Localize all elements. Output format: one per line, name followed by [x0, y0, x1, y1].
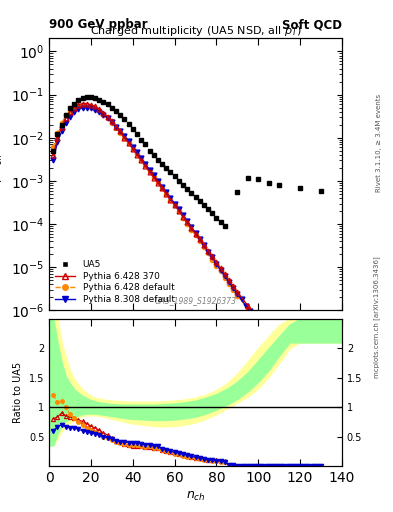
X-axis label: $n_{ch}$: $n_{ch}$ — [185, 490, 206, 503]
Text: 900 GeV ppbar: 900 GeV ppbar — [49, 18, 148, 31]
Y-axis label: $d\sigma/dn_{ch}$: $d\sigma/dn_{ch}$ — [0, 153, 5, 196]
Y-axis label: Ratio to UA5: Ratio to UA5 — [13, 362, 23, 423]
Text: Soft QCD: Soft QCD — [282, 18, 342, 31]
Legend: UA5, Pythia 6.428 370, Pythia 6.428 default, Pythia 8.308 default: UA5, Pythia 6.428 370, Pythia 6.428 defa… — [53, 258, 176, 306]
Text: Rivet 3.1.10, ≥ 3.4M events: Rivet 3.1.10, ≥ 3.4M events — [376, 94, 382, 193]
Text: mcplots.cern.ch [arXiv:1306.3436]: mcplots.cern.ch [arXiv:1306.3436] — [373, 257, 380, 378]
Title: Charged multiplicity (UA5 NSD, all $p_{T}$): Charged multiplicity (UA5 NSD, all $p_{T… — [90, 24, 301, 38]
Text: UA5_1989_S1926373: UA5_1989_S1926373 — [154, 296, 237, 305]
